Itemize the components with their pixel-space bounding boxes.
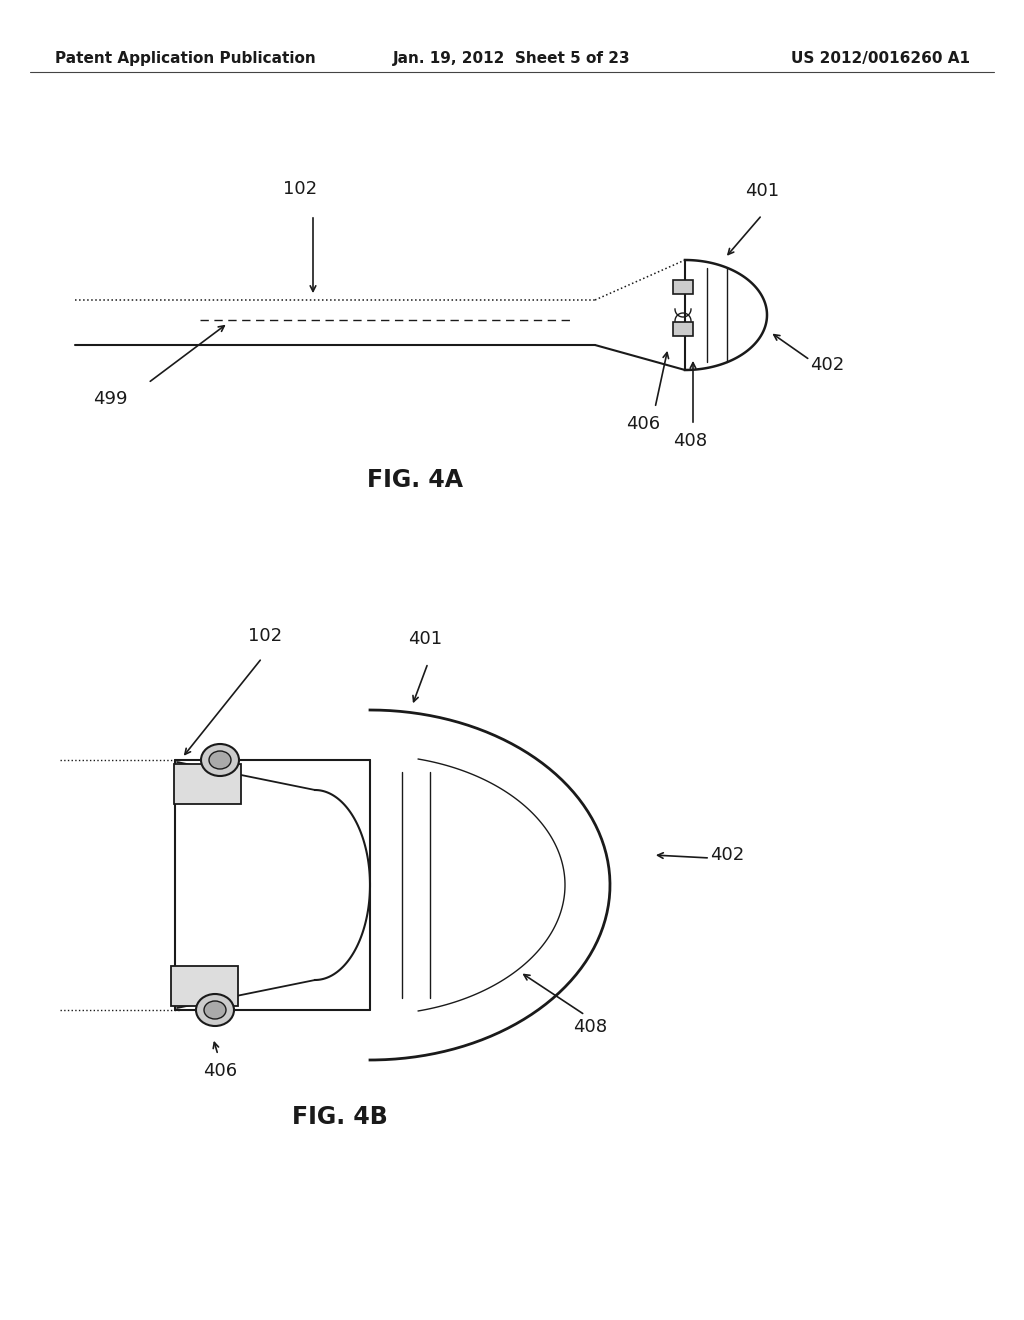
- Ellipse shape: [209, 751, 231, 770]
- FancyBboxPatch shape: [171, 966, 238, 1006]
- FancyBboxPatch shape: [174, 764, 241, 804]
- Text: 402: 402: [810, 356, 844, 374]
- Bar: [673, 322, 693, 337]
- Text: FIG. 4B: FIG. 4B: [292, 1105, 388, 1129]
- Text: 408: 408: [673, 432, 707, 450]
- Ellipse shape: [201, 744, 239, 776]
- Text: 406: 406: [203, 1063, 238, 1080]
- Text: 499: 499: [93, 389, 128, 408]
- Text: 406: 406: [626, 414, 660, 433]
- Text: 102: 102: [248, 627, 283, 645]
- Text: Jan. 19, 2012  Sheet 5 of 23: Jan. 19, 2012 Sheet 5 of 23: [393, 50, 631, 66]
- Text: US 2012/0016260 A1: US 2012/0016260 A1: [791, 50, 970, 66]
- Text: 102: 102: [283, 180, 317, 198]
- Ellipse shape: [204, 1001, 226, 1019]
- Text: 401: 401: [408, 630, 442, 648]
- Text: FIG. 4A: FIG. 4A: [367, 469, 463, 492]
- Bar: [673, 280, 693, 294]
- Text: 401: 401: [745, 182, 779, 201]
- Ellipse shape: [196, 994, 234, 1026]
- Text: Patent Application Publication: Patent Application Publication: [55, 50, 315, 66]
- Text: 408: 408: [573, 1018, 607, 1036]
- Text: 402: 402: [710, 846, 744, 865]
